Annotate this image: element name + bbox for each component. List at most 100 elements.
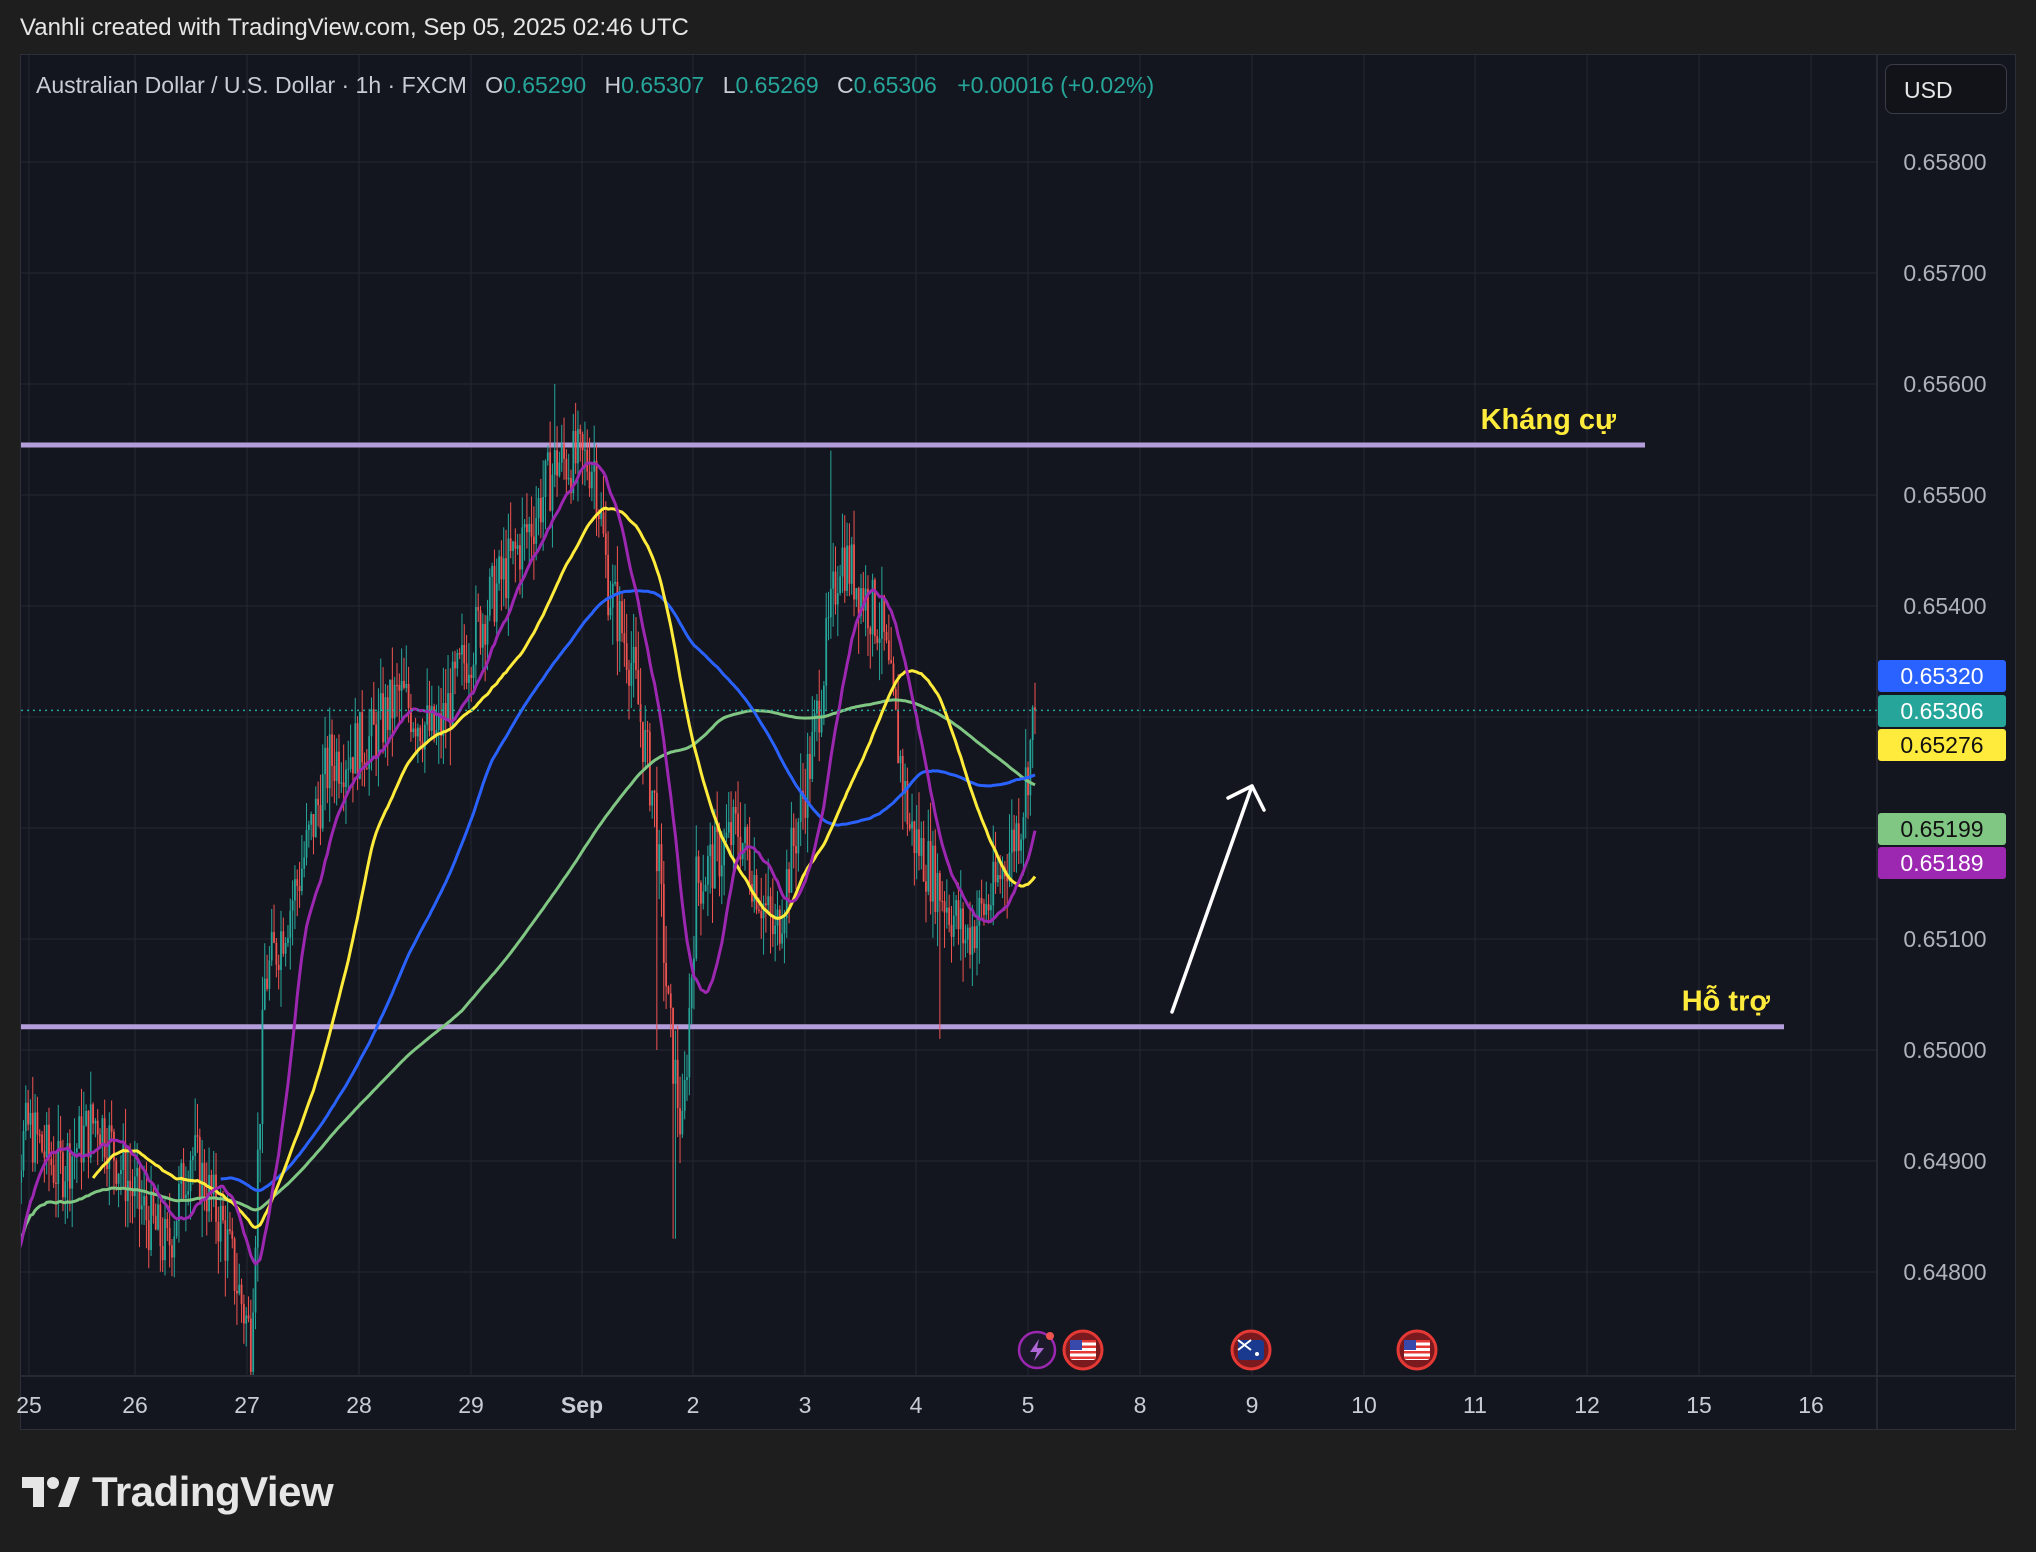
candle-body	[720, 865, 723, 877]
price-tick-label: 0.65600	[1903, 371, 1986, 397]
candle-body	[516, 545, 519, 549]
us-flag-icon[interactable]	[1062, 1329, 1104, 1371]
candle-body	[171, 1245, 173, 1258]
candle-body	[277, 964, 280, 971]
candle-body	[324, 747, 326, 775]
price-label-text: 0.65199	[1900, 816, 1983, 842]
candle-body	[430, 706, 433, 731]
candle-body	[996, 875, 999, 883]
candle-body	[621, 601, 623, 634]
candle-body	[938, 873, 941, 901]
tradingview-logo[interactable]: TradingView	[22, 1468, 334, 1516]
symbol-legend: Australian Dollar / U.S. Dollar · 1h · F…	[36, 72, 1154, 99]
candle-body	[959, 908, 962, 930]
candle-body	[27, 1102, 30, 1125]
candle-body	[853, 544, 855, 600]
currency-button[interactable]: USD	[1885, 64, 2007, 114]
us-flag-icon[interactable]	[1396, 1329, 1438, 1371]
candle-body	[138, 1167, 141, 1210]
candle-body	[987, 904, 990, 911]
candle-body	[586, 449, 589, 472]
ma-yellow-line	[91, 506, 1037, 1229]
candle-body	[795, 846, 797, 854]
arrow-up-head	[1226, 784, 1266, 812]
candle-body	[609, 607, 612, 616]
candle-body	[159, 1204, 162, 1247]
candle-body	[778, 909, 781, 944]
price-label-box	[1878, 695, 2006, 727]
candle-body	[681, 1110, 684, 1135]
candle-body	[848, 545, 851, 584]
candle-body	[38, 1134, 41, 1136]
candle-body	[372, 709, 375, 725]
candle-body	[507, 538, 510, 599]
candle-body	[746, 826, 749, 850]
candle-body	[883, 595, 886, 632]
candle-body	[117, 1174, 120, 1184]
au-flag-icon[interactable]	[1230, 1329, 1272, 1371]
candle-body	[365, 768, 368, 770]
candle-body	[579, 429, 582, 435]
candle-body	[874, 579, 876, 637]
us-flag-stripe	[1070, 1345, 1096, 1348]
arrow-up-annotation[interactable]	[1170, 784, 1254, 1014]
candle-body	[604, 533, 607, 555]
chart-credit: Vanhli created with TradingView.com, Sep…	[20, 14, 689, 41]
time-tick-label: 29	[458, 1392, 484, 1418]
time-tick-label: 4	[910, 1392, 923, 1418]
candle-body	[1013, 829, 1016, 852]
price-tick-label: 0.65700	[1903, 260, 1986, 286]
candle-body	[952, 915, 955, 937]
price-label-box	[1878, 813, 2006, 845]
time-tick-label: Sep	[561, 1392, 603, 1418]
candle-body	[925, 881, 927, 892]
candle-body	[618, 601, 621, 642]
candle-body	[319, 805, 322, 829]
candle-body	[546, 452, 549, 461]
candle-body	[254, 1247, 257, 1313]
candle-body	[762, 903, 765, 919]
candle-body	[440, 713, 442, 736]
candle-body	[690, 977, 693, 1008]
candle-body	[593, 460, 596, 472]
candle-body	[679, 1108, 681, 1135]
candle-body	[577, 429, 579, 464]
candle-body	[147, 1220, 150, 1251]
candle-body	[704, 884, 707, 892]
candle-body	[157, 1204, 159, 1230]
candle-body	[333, 765, 336, 781]
candle-body	[252, 1312, 255, 1372]
candle-body	[932, 845, 934, 902]
candle-body	[456, 653, 459, 669]
candle-body	[451, 661, 454, 728]
candle-body	[305, 829, 308, 858]
candle-body	[461, 644, 463, 655]
candle-body	[500, 556, 503, 580]
candle-body	[226, 1229, 229, 1261]
candle-body	[662, 884, 665, 963]
candle-body	[34, 1112, 36, 1163]
candle-body	[927, 841, 930, 892]
lightning-icon[interactable]	[1017, 1330, 1057, 1370]
candle-body	[352, 757, 354, 774]
time-tick-label: 2	[687, 1392, 700, 1418]
price-tick-label: 0.65400	[1903, 593, 1986, 619]
candle-body	[693, 958, 695, 978]
candle-body	[356, 723, 359, 779]
candle-body	[126, 1180, 129, 1202]
candle-body	[867, 588, 869, 629]
candle-body	[403, 680, 405, 688]
candle-body	[423, 724, 426, 750]
time-tick-label: 11	[1463, 1392, 1487, 1418]
candle-body	[811, 731, 814, 779]
candle-body	[340, 782, 343, 784]
candle-body	[303, 857, 306, 869]
candles	[21, 384, 1036, 1375]
candle-body	[389, 679, 391, 730]
candle-body	[880, 595, 883, 639]
candle-body	[275, 942, 278, 965]
lightning-icon-bolt	[1030, 1339, 1044, 1361]
candle-body	[637, 669, 640, 705]
candle-body	[437, 713, 440, 731]
